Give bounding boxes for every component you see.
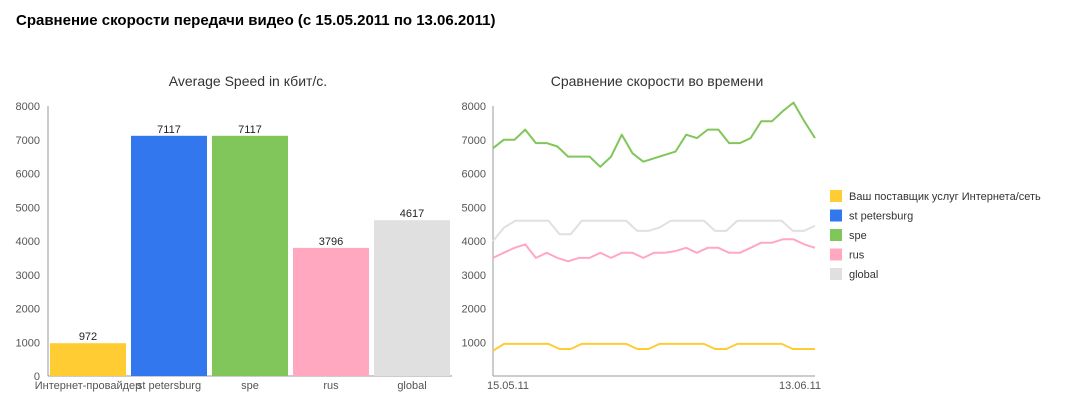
bar-category-label: spe bbox=[241, 380, 259, 392]
bar-category-label: rus bbox=[323, 380, 339, 392]
line-chart-y-ticks: 1000 2000 3000 4000 5000 6000 7000 8000 bbox=[462, 101, 486, 349]
bar-chart-y-tick-label: 0 bbox=[34, 371, 40, 383]
bar-value-label: 7117 bbox=[157, 124, 181, 136]
line-chart-x-end-label: 13.06.11 bbox=[779, 380, 821, 392]
line-chart-y-tick-label: 8000 bbox=[462, 101, 486, 113]
legend-label-4: global bbox=[849, 269, 878, 281]
bar-chart-title: Average Speed in кбит/с. bbox=[169, 73, 327, 89]
bar-chart: Average Speed in кбит/с. 0 1000 2000 3000 40… bbox=[16, 73, 452, 392]
bar-value-label: 4617 bbox=[400, 208, 424, 220]
legend-swatch-0 bbox=[830, 190, 842, 202]
legend-label-2: spe bbox=[849, 230, 867, 242]
page-title: Сравнение скорости передачи видео (с 15.… bbox=[16, 12, 496, 29]
bar-category-label: Интернет-провайдер bbox=[35, 380, 142, 392]
series-line-3 bbox=[492, 238, 816, 263]
bar-category-label: global bbox=[397, 380, 426, 392]
legend-swatch-3 bbox=[830, 248, 842, 261]
line-chart-series bbox=[492, 101, 816, 352]
bar-value-label: 7117 bbox=[238, 124, 262, 136]
series-line-0 bbox=[492, 342, 815, 352]
bar-chart-y-tick-label: 6000 bbox=[16, 169, 40, 181]
bar-chart-y-tick-label: 3000 bbox=[16, 270, 40, 282]
line-chart-y-tick-label: 7000 bbox=[462, 135, 486, 147]
line-chart-title: Сравнение скорости во времени bbox=[551, 73, 764, 89]
line-chart: Сравнение скорости во времени 1000 2000 30… bbox=[462, 73, 1042, 392]
bar-chart-y-tick-label: 4000 bbox=[16, 236, 40, 248]
bar-value-label: 3796 bbox=[319, 236, 343, 248]
legend-label-1: st petersburg bbox=[849, 211, 913, 223]
bar-chart-y-ticks: 0 1000 2000 3000 4000 5000 6000 7000 8000 bbox=[16, 101, 40, 383]
bar-chart-y-tick-label: 8000 bbox=[16, 101, 40, 113]
legend-swatch-1 bbox=[830, 209, 842, 222]
line-chart-y-tick-label: 5000 bbox=[462, 202, 486, 214]
bar-4 bbox=[374, 220, 450, 376]
bar-1 bbox=[131, 135, 207, 376]
legend-swatch-2 bbox=[830, 229, 842, 241]
legend-label-0: Ваш поставщик услуг Интернета/сеть bbox=[849, 191, 1041, 203]
bar-chart-bars: 972 Интернет-провайдер 7117 st petersburg 71… bbox=[35, 124, 450, 392]
line-chart-y-tick-label: 1000 bbox=[462, 337, 486, 349]
bar-chart-y-tick-label: 1000 bbox=[16, 337, 40, 349]
line-chart-legend: Ваш поставщик услуг Интернета/сеть st pet… bbox=[830, 190, 1041, 281]
legend-label-3: rus bbox=[849, 250, 865, 262]
bar-0 bbox=[50, 343, 126, 376]
bar-2 bbox=[212, 135, 288, 376]
bar-value-label: 972 bbox=[79, 331, 97, 343]
line-chart-y-tick-label: 4000 bbox=[462, 236, 486, 248]
bar-chart-y-tick-label: 7000 bbox=[16, 135, 40, 147]
line-chart-y-tick-label: 6000 bbox=[462, 169, 486, 181]
bar-category-label: st petersburg bbox=[137, 380, 201, 392]
line-chart-y-tick-label: 2000 bbox=[462, 304, 486, 316]
series-line-2 bbox=[492, 101, 816, 168]
bar-3 bbox=[293, 247, 369, 376]
series-line-4 bbox=[492, 219, 816, 242]
line-chart-y-tick-label: 3000 bbox=[462, 270, 486, 282]
bar-chart-y-tick-label: 2000 bbox=[16, 304, 40, 316]
bar-chart-y-tick-label: 5000 bbox=[16, 202, 40, 214]
line-chart-x-start-label: 15.05.11 bbox=[487, 380, 529, 392]
legend-swatch-4 bbox=[830, 268, 842, 280]
